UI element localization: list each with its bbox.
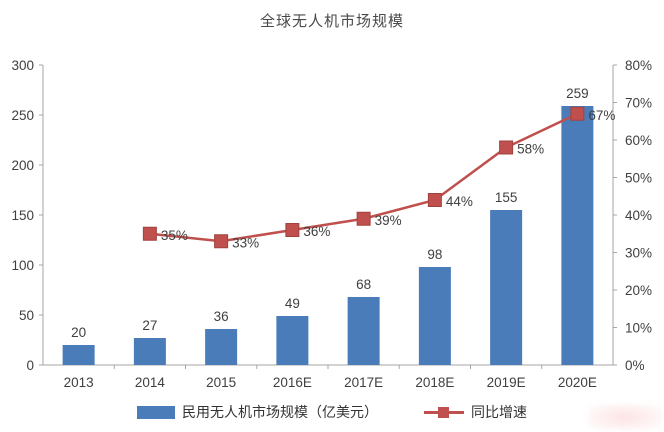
right-axis-tick-label: 60% (625, 133, 652, 148)
left-axis-tick-label: 250 (11, 108, 34, 123)
bar-2016E (276, 316, 309, 365)
line-value-label: 44% (446, 194, 473, 209)
bar-value-label: 68 (356, 277, 371, 292)
legend-item-bar-series: 民用无人机市场规模（亿美元） (137, 402, 378, 422)
right-axis-tick-label: 30% (625, 246, 652, 261)
line-marker (427, 193, 442, 207)
bar-value-label: 98 (427, 247, 442, 262)
right-axis-tick-label: 0% (625, 358, 645, 373)
bar-value-label: 259 (566, 86, 589, 101)
line-value-label: 58% (517, 142, 544, 157)
left-axis-tick-label: 0 (26, 358, 34, 373)
x-axis-label: 2018E (415, 375, 454, 390)
legend-item-line-series: 同比增速 (424, 402, 527, 422)
bar-2017E (347, 297, 380, 365)
bar-2019E (490, 210, 523, 365)
x-axis-label: 2013 (64, 375, 94, 390)
x-axis-label: 2019E (487, 375, 526, 390)
line-value-label: 33% (232, 235, 259, 250)
line-value-label: 67% (588, 108, 615, 123)
bar-2014 (133, 338, 166, 365)
line-value-label: 39% (375, 213, 402, 228)
line-value-label: 36% (303, 224, 330, 239)
x-axis-label: 2016E (273, 375, 312, 390)
chart-plot: 0 50 100 150 200 250 300 0% 10% 20% 30% 40% 50% 60% 70… (11, 58, 652, 390)
bar-2015 (205, 329, 238, 365)
right-axis-tick-label: 50% (625, 171, 652, 186)
bar-2018E (418, 267, 451, 365)
x-axis-label: 2017E (344, 375, 383, 390)
line-marker (356, 211, 371, 226)
chart-legend: 民用无人机市场规模（亿美元） 同比增速 (0, 402, 664, 422)
right-axis-tick-label: 20% (625, 283, 652, 298)
left-axis-tick-label: 100 (11, 258, 34, 273)
right-axis-tick-label: 80% (625, 58, 652, 73)
line-legend-label: 同比增速 (471, 404, 527, 420)
bar-value-label: 27 (142, 318, 157, 333)
bar-value-label: 20 (71, 325, 86, 340)
left-axis-tick-label: 50 (19, 308, 34, 323)
left-axis-tick-label: 300 (11, 58, 34, 73)
right-axis-tick-label: 10% (625, 321, 652, 336)
right-axis-tick-label: 40% (625, 208, 652, 223)
x-axis-label: 2020E (558, 375, 597, 390)
line-marker (570, 106, 585, 121)
bar-value-label: 155 (495, 190, 518, 205)
bar-2020E (561, 106, 594, 365)
x-axis-label: 2015 (206, 375, 236, 390)
line-value-label: 35% (161, 228, 188, 243)
line-legend-swatch-icon (424, 406, 464, 419)
bar-legend-label: 民用无人机市场规模（亿美元） (182, 404, 378, 420)
line-marker (214, 234, 229, 249)
left-axis-tick-label: 200 (11, 158, 34, 173)
bar-value-label: 49 (285, 296, 300, 311)
line-marker (499, 140, 514, 155)
right-axis-tick-label: 70% (625, 96, 652, 111)
line-marker (142, 226, 157, 241)
left-axis-tick-label: 150 (11, 208, 34, 223)
x-axis-label: 2014 (135, 375, 166, 390)
line-legend-marker-icon (438, 406, 449, 418)
bar-value-label: 36 (214, 309, 229, 324)
chart-title: 全球无人机市场规模 (259, 13, 404, 30)
bar-2013 (62, 345, 95, 365)
bar-legend-swatch-icon (137, 405, 175, 419)
line-marker (285, 223, 300, 237)
